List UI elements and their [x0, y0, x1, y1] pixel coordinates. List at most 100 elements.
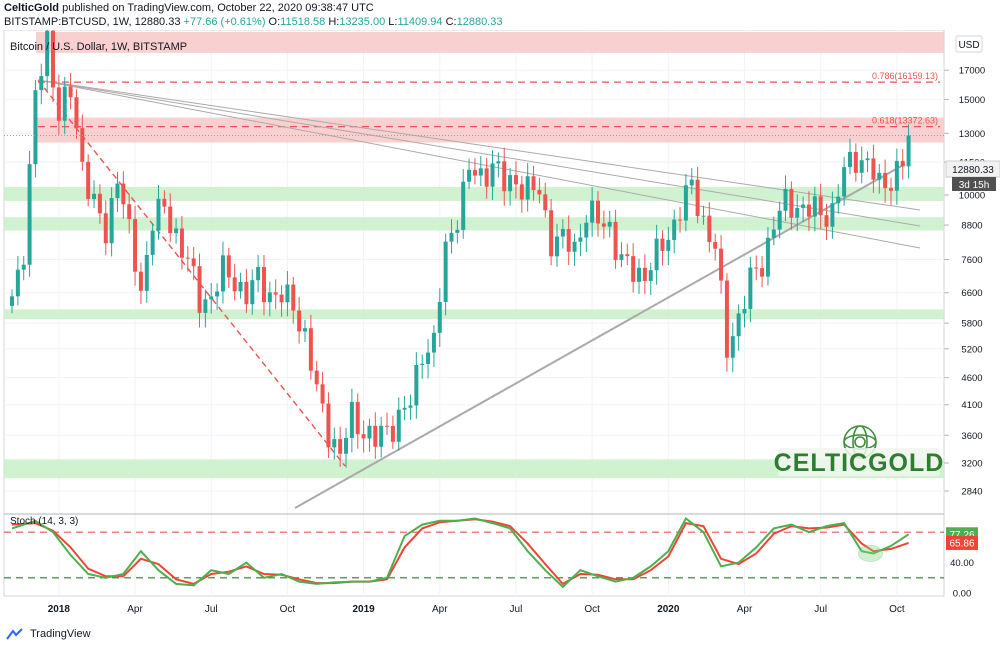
tradingview-icon — [6, 628, 23, 640]
candle-body — [103, 213, 108, 244]
price-tick-label: 3200 — [961, 459, 982, 470]
candle-body — [86, 161, 91, 200]
candle-body — [531, 176, 536, 191]
candle-body — [390, 425, 395, 442]
candle-body — [344, 437, 349, 454]
resistance-zone — [36, 31, 944, 53]
candle-body — [314, 370, 319, 385]
chart-title: Bitcoin / U.S. Dollar, 1W, BITSTAMP — [10, 41, 187, 53]
price-tick-label: 15000 — [959, 95, 985, 106]
candle-body — [45, 30, 50, 77]
support-zone — [4, 186, 944, 201]
candle-body — [267, 292, 272, 303]
tradingview-brand: TradingView — [30, 628, 91, 640]
candle-body — [226, 255, 231, 278]
candle-body — [554, 236, 559, 257]
candle-body — [847, 151, 852, 168]
candle-body — [244, 281, 249, 305]
candle-body — [238, 281, 243, 292]
ohlc-open-label: O: — [268, 16, 281, 28]
candle-body — [654, 238, 659, 271]
candle-body — [783, 188, 788, 211]
candle-body — [842, 167, 847, 197]
candle-body — [431, 332, 436, 353]
candle-body — [127, 204, 132, 220]
candle-body — [396, 409, 401, 442]
candle-body — [742, 308, 747, 314]
time-tick-label: Jul — [205, 604, 218, 615]
candle-body — [133, 219, 138, 272]
time-tick-label: Oct — [280, 604, 296, 615]
candle-body — [724, 280, 729, 358]
candle-body — [51, 30, 56, 88]
candle-body — [894, 160, 899, 191]
candle-body — [414, 365, 419, 406]
candle-body — [420, 363, 425, 366]
candle-body — [730, 336, 735, 358]
candle-body — [355, 401, 360, 435]
candle-body — [461, 181, 466, 230]
ohlc-close-label: C: — [445, 16, 457, 28]
candle-body — [443, 241, 448, 302]
candle-body — [402, 407, 407, 410]
candle-body — [566, 228, 571, 252]
candle-body — [326, 403, 331, 448]
chart-canvas[interactable]: 0.786(16159.13) 0.618(13372.63) 2840 3200 3… — [0, 30, 1000, 626]
candle-body — [642, 267, 647, 281]
downtrend-dashed-line — [37, 79, 346, 467]
candle-body — [449, 232, 454, 242]
time-tick-label: 2018 — [48, 604, 71, 615]
candle-body — [33, 90, 38, 165]
ohlc-close: 12880.33 — [456, 16, 503, 28]
candle-body — [115, 183, 120, 199]
chart-header: CelticGold published on TradingView.com,… — [0, 0, 1000, 30]
candle-body — [889, 188, 893, 191]
candle-body — [660, 238, 665, 251]
candle-body — [209, 296, 214, 300]
candle-body — [853, 151, 858, 173]
candle-body — [250, 280, 255, 305]
candle-body — [338, 439, 343, 454]
last-price-badge: 12880.33 — [945, 160, 1000, 178]
time-tick-label: Apr — [737, 604, 753, 615]
candle-body — [789, 188, 794, 218]
ohlc-high-label: H: — [328, 16, 340, 28]
publish-line: CelticGold published on TradingView.com,… — [4, 2, 374, 14]
ohlc-high: 13235.00 — [339, 16, 386, 28]
publisher-name[interactable]: CelticGold — [4, 2, 60, 14]
candle-body — [578, 237, 583, 242]
candle-body — [525, 176, 530, 200]
price-tick-label: 10000 — [959, 191, 985, 202]
candle-body — [812, 196, 817, 217]
resistance-zone — [36, 117, 944, 143]
stoch-label: Stoch (14, 3, 3) — [10, 516, 78, 527]
time-tick-label: Oct — [889, 604, 905, 615]
candle-body — [883, 172, 888, 189]
candle-body — [859, 160, 864, 173]
candle-body — [10, 296, 14, 306]
symbol-line: BITSTAMP:BTCUSD, 1W, 12880.33 +77.66 (+0… — [4, 16, 502, 28]
candle-body — [760, 268, 765, 277]
candle-body — [549, 210, 554, 257]
candle-body — [765, 237, 770, 277]
last-price-value: 12880.33 — [952, 165, 994, 176]
candle-body — [666, 239, 671, 251]
candle-body — [308, 328, 313, 371]
time-tick-label: Oct — [584, 604, 600, 615]
candle-body — [467, 169, 472, 182]
candle-body — [519, 184, 524, 200]
price-axis: 2840 3200 3600 4100 4600 5200 5800 6600 7600 8800… — [944, 66, 985, 498]
candle-body — [648, 270, 653, 281]
fan-line-1 — [37, 79, 921, 249]
candle-body — [437, 301, 442, 333]
candle-body — [678, 219, 683, 221]
candle-body — [27, 164, 32, 265]
tradingview-logo[interactable]: TradingView — [6, 628, 91, 640]
candle-body — [303, 328, 307, 332]
candle-body — [285, 284, 290, 303]
candle-body — [607, 221, 612, 227]
currency-badge[interactable]: USD — [955, 35, 983, 53]
candle-body — [543, 194, 548, 211]
candle-body — [496, 161, 501, 164]
watermark-text: CELTICGOLD — [774, 449, 945, 477]
